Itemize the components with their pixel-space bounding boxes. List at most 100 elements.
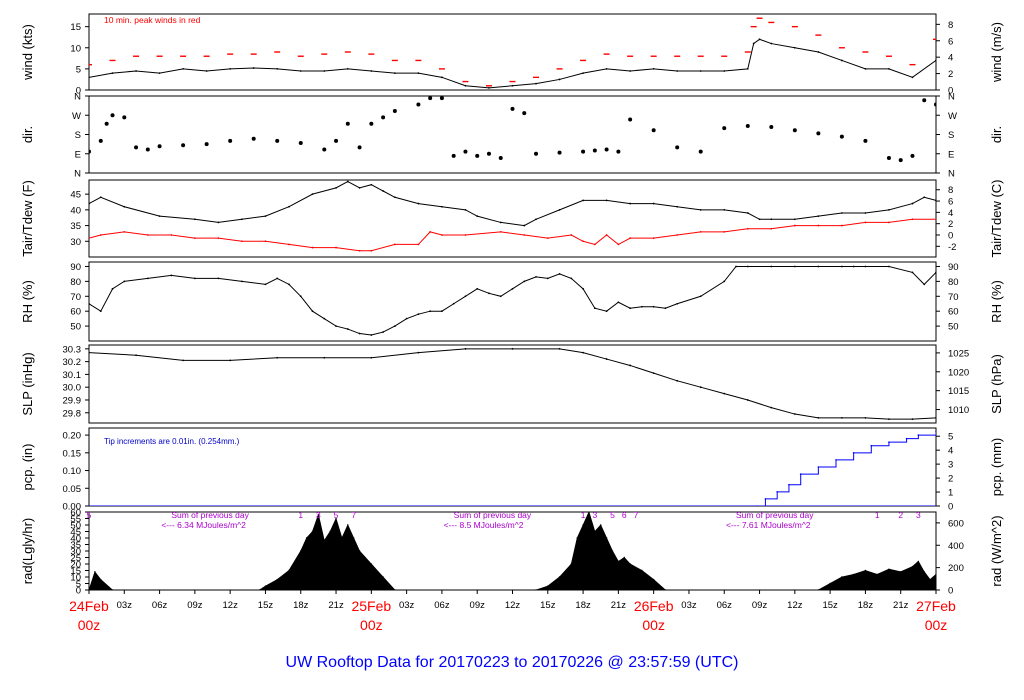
rad-plot <box>89 512 936 590</box>
time-tick-label: 09z <box>470 600 486 611</box>
wind-left-tick-label: 15 <box>70 22 81 33</box>
temp-point <box>864 212 867 214</box>
rad-hour-marker: 1 <box>298 510 303 520</box>
dir-point <box>792 128 797 133</box>
temp-point <box>840 212 843 214</box>
temp-point <box>652 202 655 205</box>
rh-point <box>593 307 596 310</box>
wind-left-tick-label: 5 <box>76 64 81 75</box>
date-label: 27Feb <box>916 598 956 614</box>
temp-point <box>582 240 584 243</box>
rh-point <box>441 310 443 313</box>
rad-left-tick-label: 10 <box>70 573 81 584</box>
rad-left-tick-label: 25 <box>70 553 81 564</box>
rh-point <box>523 280 526 283</box>
temp-point <box>417 243 420 246</box>
temp-point <box>911 218 914 221</box>
rh-point <box>276 277 279 280</box>
rh-point <box>864 265 867 268</box>
temp-point <box>170 234 173 236</box>
dir-plot <box>89 96 936 163</box>
temp-series-line-0 <box>89 181 936 227</box>
rh-point <box>546 277 549 280</box>
wind-point <box>605 67 608 70</box>
temp-point <box>241 240 243 243</box>
wind-point <box>535 82 537 85</box>
rad-point <box>347 524 349 526</box>
temp-point <box>888 208 890 211</box>
temp-point <box>370 183 373 186</box>
pcp-point <box>817 466 820 468</box>
wind-point <box>464 84 467 87</box>
wind-point <box>182 67 185 70</box>
temp-point <box>441 234 443 236</box>
time-tick-label: 03z <box>681 600 697 611</box>
rh-point <box>99 310 102 313</box>
rh-point <box>605 310 608 313</box>
temp-left-tick-label: 30 <box>70 237 81 248</box>
rh-left-tick-label: 70 <box>70 292 81 303</box>
rad-sum-title: Sum of previous day <box>171 510 249 520</box>
temp-point <box>570 234 573 236</box>
rh-point <box>652 305 655 308</box>
rad-point <box>382 576 384 578</box>
wind-point <box>746 67 749 70</box>
slp-point <box>652 372 655 375</box>
rad-point <box>652 578 655 581</box>
pcp-right-tick-label: 2 <box>948 474 953 485</box>
rad-right-tick-label: 400 <box>948 541 964 552</box>
pcp-annotation: Tip increments are 0.01in. (0.254mm.) <box>104 437 240 446</box>
slp-frame <box>88 344 937 424</box>
dir-point <box>486 151 491 156</box>
dir-point <box>651 128 656 133</box>
wind-point <box>752 42 755 45</box>
rad-right-tick-label: 600 <box>948 518 964 529</box>
rad-point <box>394 589 396 590</box>
temp-point <box>617 243 620 246</box>
rad-point <box>923 571 925 573</box>
wind-point <box>276 67 279 70</box>
panel-temp: Tair/Tdew (F) Tair/Tdew (C) 30 35 40 45 -20246… <box>20 179 1004 257</box>
temp-right-axis-label: Tair/Tdew (C) <box>989 179 1004 257</box>
rad-point <box>594 530 596 533</box>
rad-right-tick-label: 0 <box>948 586 953 597</box>
wind-point <box>793 46 796 49</box>
pcp-left-tick-label: 0.00 <box>63 502 82 513</box>
rh-point <box>393 325 396 327</box>
temp-point <box>652 237 655 240</box>
dir-point <box>428 96 433 101</box>
rad-area <box>89 512 936 590</box>
panel-rad: rad(Lgly/hr) rad (W/m^2)05101520253035404… <box>20 508 1004 597</box>
temp-point <box>193 218 196 221</box>
rh-point <box>323 317 326 320</box>
temp-point <box>911 202 914 205</box>
slp-point <box>370 356 373 359</box>
date-label: 25Feb <box>351 598 391 614</box>
slp-point <box>746 399 749 401</box>
dir-point <box>722 126 727 131</box>
rad-point <box>547 585 549 587</box>
slp-left-axis-label: SLP (inHg) <box>20 352 35 415</box>
rad-point <box>929 578 931 581</box>
temp-point <box>217 221 220 224</box>
rad-point <box>852 573 855 576</box>
dir-point <box>863 138 868 143</box>
slp-left-tick-label: 29.9 <box>63 395 82 406</box>
temp-point <box>676 234 679 236</box>
pcp-right-tick-label: 0 <box>948 502 953 513</box>
rh-point <box>311 310 314 313</box>
temp-point <box>241 218 243 221</box>
temp-point <box>582 199 584 202</box>
wind-point <box>582 72 584 75</box>
rad-point <box>276 578 278 581</box>
slp-point <box>817 416 820 419</box>
wind-left-tick-label: 10 <box>70 43 81 54</box>
temp-point <box>99 196 102 199</box>
dir-point <box>98 138 103 143</box>
rad-point <box>588 512 590 513</box>
temp-point <box>311 246 314 249</box>
temp-point <box>429 230 432 233</box>
temp-point <box>464 208 467 211</box>
time-tick-label: 21z <box>611 600 627 611</box>
